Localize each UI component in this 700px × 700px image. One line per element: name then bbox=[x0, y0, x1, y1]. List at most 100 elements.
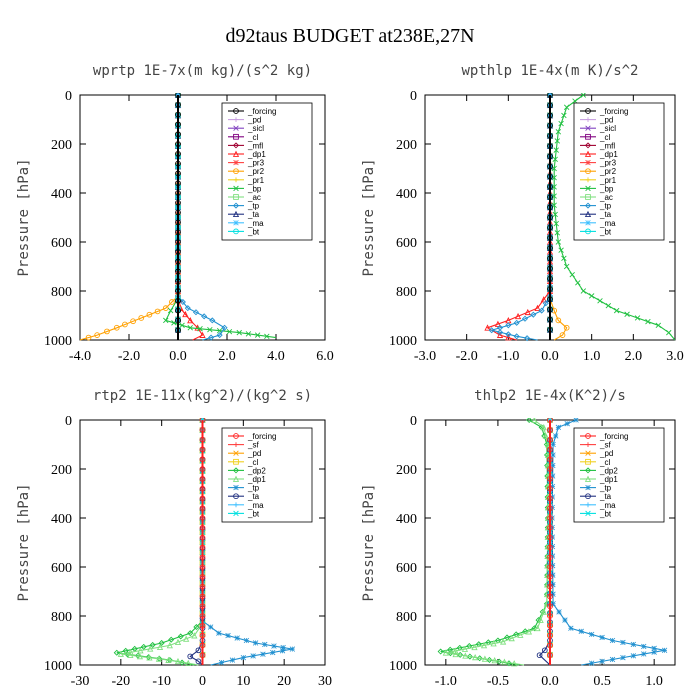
y-tick-label: 0 bbox=[65, 89, 72, 104]
data-point bbox=[175, 268, 181, 275]
data-point bbox=[547, 184, 553, 190]
data-point bbox=[534, 304, 541, 311]
data-point bbox=[547, 524, 553, 531]
legend-entry: _dp2 bbox=[247, 466, 266, 475]
figure-title: d92taus BUDGET at238E,27N bbox=[225, 25, 474, 47]
data-point bbox=[185, 659, 192, 667]
legend-entry: _sicl bbox=[599, 124, 616, 133]
data-point bbox=[563, 263, 570, 270]
data-point bbox=[547, 214, 553, 221]
data-point bbox=[588, 293, 595, 299]
data-point bbox=[146, 311, 153, 318]
data-point bbox=[193, 623, 200, 631]
legend-marker bbox=[233, 450, 239, 456]
legend-entry: _bt bbox=[247, 509, 260, 518]
y-tick-label: 0 bbox=[410, 89, 417, 104]
data-point bbox=[167, 307, 174, 314]
data-point bbox=[544, 552, 551, 559]
series-forcing bbox=[199, 418, 206, 665]
data-point bbox=[234, 635, 240, 641]
y-tick-label: 400 bbox=[51, 187, 72, 202]
data-point bbox=[175, 93, 181, 98]
data-point bbox=[531, 625, 538, 632]
legend-entry: _mfl bbox=[599, 141, 615, 150]
data-point bbox=[544, 543, 551, 550]
x-tick-label: 3.0 bbox=[666, 349, 684, 364]
data-point bbox=[199, 505, 206, 512]
data-point bbox=[174, 657, 182, 665]
data-point bbox=[271, 643, 277, 649]
panel-1: wprtp 1E-7x(m kg)/(s^2 kg) Pressure [hPa]… bbox=[16, 63, 334, 364]
data-point bbox=[547, 102, 553, 109]
legend-marker bbox=[233, 159, 239, 166]
data-point bbox=[199, 436, 206, 443]
legend-marker bbox=[232, 467, 240, 474]
data-point bbox=[236, 329, 242, 336]
legend-marker bbox=[585, 442, 591, 447]
legend-marker bbox=[232, 142, 240, 149]
series-line bbox=[177, 95, 226, 341]
data-point bbox=[199, 446, 206, 453]
series-tp bbox=[174, 93, 228, 341]
data-point bbox=[175, 248, 181, 255]
series-bp bbox=[551, 93, 675, 341]
data-point bbox=[549, 483, 556, 490]
data-point bbox=[199, 554, 206, 561]
legend-entry: _bp bbox=[247, 184, 262, 193]
legend-entry: _ta bbox=[599, 210, 612, 219]
data-point bbox=[481, 655, 489, 662]
data-point bbox=[541, 647, 548, 654]
data-point bbox=[624, 311, 630, 317]
data-point bbox=[175, 219, 181, 226]
data-point bbox=[558, 247, 564, 253]
data-point bbox=[555, 424, 562, 431]
data-point bbox=[547, 436, 553, 443]
data-point bbox=[175, 297, 181, 304]
data-point bbox=[547, 446, 553, 453]
data-point bbox=[605, 302, 612, 309]
series-line bbox=[486, 95, 551, 341]
data-point bbox=[550, 452, 556, 458]
data-point bbox=[187, 630, 194, 637]
legend-entry: _bt bbox=[599, 227, 612, 236]
legend-marker bbox=[585, 133, 591, 140]
data-point bbox=[191, 632, 198, 639]
data-point bbox=[130, 318, 136, 325]
data-point bbox=[201, 313, 208, 320]
data-point bbox=[163, 317, 169, 324]
legend-entry: _pr2 bbox=[247, 167, 265, 176]
data-point bbox=[578, 628, 584, 634]
data-point bbox=[175, 209, 181, 216]
series-layer bbox=[484, 93, 675, 342]
data-point bbox=[182, 310, 189, 318]
data-point bbox=[634, 315, 641, 321]
data-point bbox=[547, 593, 553, 600]
y-axis-label: Pressure [hPa] bbox=[16, 483, 32, 601]
panel-title: wprtp 1E-7x(m kg)/(s^2 kg) bbox=[93, 63, 312, 79]
x-tick-label: -3.0 bbox=[414, 349, 436, 364]
y-tick-label: 200 bbox=[396, 463, 417, 478]
data-point bbox=[146, 654, 153, 661]
legend-entry: _pr3 bbox=[599, 159, 617, 168]
x-tick-label: 0.0 bbox=[541, 674, 559, 689]
data-point bbox=[165, 656, 172, 663]
data-point bbox=[550, 601, 556, 607]
data-point bbox=[580, 288, 587, 294]
legend-marker bbox=[232, 202, 240, 209]
data-point bbox=[226, 328, 233, 335]
data-point bbox=[154, 308, 161, 315]
data-point bbox=[437, 648, 444, 655]
data-point bbox=[505, 334, 512, 341]
data-point bbox=[442, 649, 449, 656]
data-point bbox=[452, 650, 459, 658]
data-point bbox=[547, 93, 553, 98]
data-point bbox=[461, 645, 469, 652]
data-point bbox=[547, 603, 553, 610]
legend: _forcing_sf_pd_cl_dp2_dp1_tp_ta_ma_bt bbox=[221, 427, 313, 523]
data-point bbox=[547, 426, 553, 433]
data-point bbox=[140, 643, 147, 650]
y-tick-label: 1000 bbox=[44, 659, 72, 674]
legend-marker bbox=[585, 177, 591, 183]
data-point bbox=[547, 642, 553, 649]
data-point bbox=[661, 647, 668, 653]
